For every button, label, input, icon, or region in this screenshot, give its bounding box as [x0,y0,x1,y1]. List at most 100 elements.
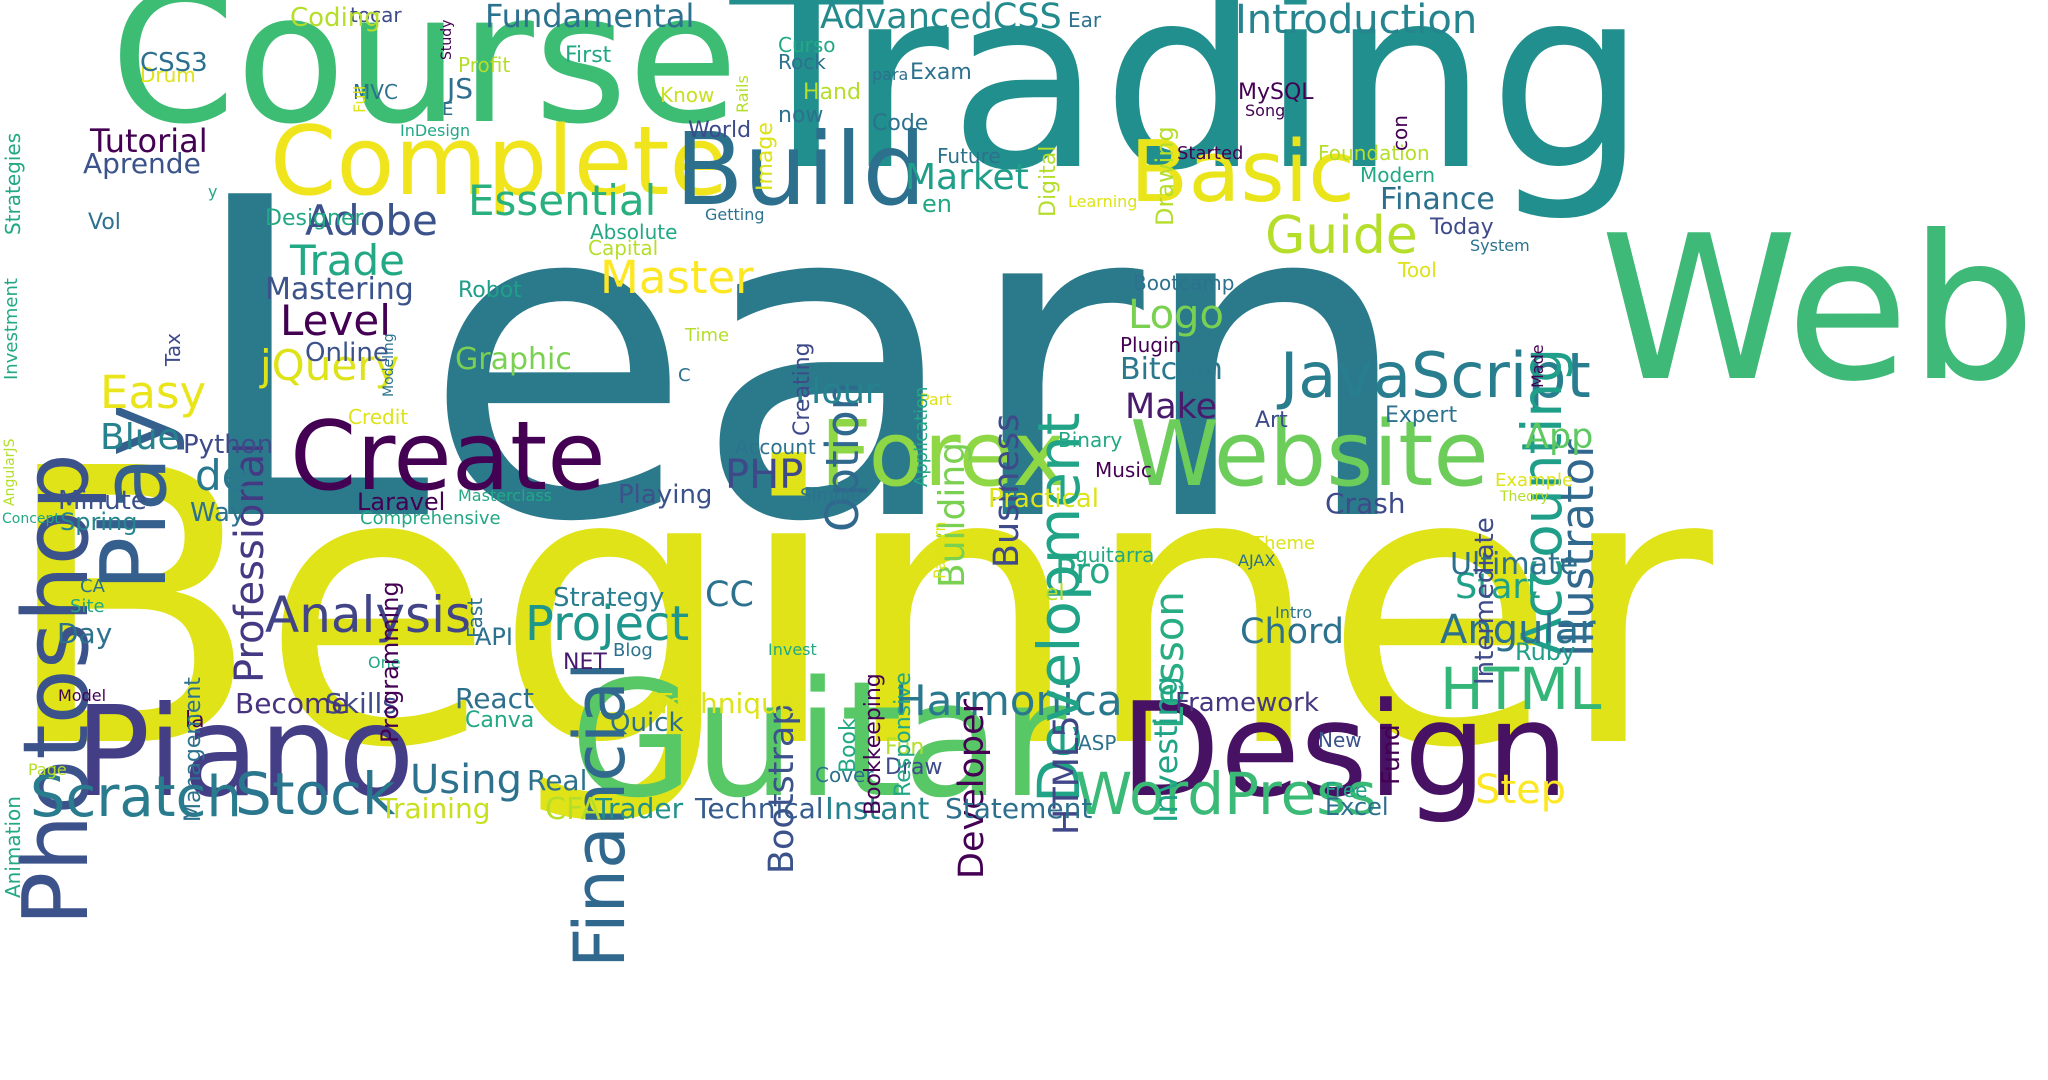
word-programming: Programming [376,581,404,744]
word-php: PHP [725,452,804,498]
word-blog: Blog [613,640,653,661]
word-cover: Cover [815,763,874,787]
word-js: JS [447,72,474,105]
word-masterclass: Masterclass [458,486,553,505]
word-technique: Technique [655,687,796,720]
word-app: App [1525,417,1594,457]
word-guide: Guide [1265,206,1418,266]
word-plugin: Plugin [1120,333,1182,357]
word-getting: Getting [705,205,765,224]
word-cc: CC [705,575,754,615]
word-complete: Complete [270,107,728,217]
word-pro: Pro [1055,552,1111,592]
word-python: Python [183,430,274,460]
word-learning: Learning [1068,192,1138,211]
word-trading: Trading [730,0,1648,225]
word-crash: Crash [1325,487,1406,520]
word-training: Training [380,792,491,825]
word-easy: Easy [100,366,207,419]
word-playing: Playing [618,480,713,510]
word-guitar: Guitar [570,646,1067,833]
word-theory: Theory [1500,489,1549,505]
word-modern: Modern [1360,163,1436,187]
word-basic: Basic [1130,123,1356,222]
word-spring: Spring [60,508,138,536]
word-strategy: Strategy [553,583,665,613]
word-responsive: Responsive [891,672,916,797]
word-application: Application [911,386,932,487]
word-asp: ASP [1078,731,1117,755]
word-blue: Blue [100,417,180,458]
word-free: Free [1325,778,1368,802]
word-market: Market [905,157,1029,198]
word-excel: Excel [1325,793,1389,821]
word-adobe: Adobe [305,196,438,245]
word-de: de [195,451,248,500]
word-forex: Forex [820,402,1066,507]
word-study: Study [439,19,455,60]
word-e: E [442,99,454,120]
word-analysis: Analysis [265,586,472,644]
word-la: la [185,708,205,733]
word-intro: Intro [1275,603,1313,622]
word-finance: Finance [1380,182,1495,217]
word-tutorial: Tutorial [90,122,208,160]
word-indesign: InDesign [400,121,471,140]
word-future: Future [937,144,1001,168]
word-web: Web [1600,193,2037,426]
word-foundation: Foundation [1318,141,1430,165]
word-music: Music [1095,458,1152,482]
word-rock: Rock [778,50,826,74]
word-en: en [922,190,952,218]
word-animation: Animation [1,796,25,898]
word-strategies: Strategies [1,132,25,235]
word-ultimate: Ultimate [1450,547,1579,582]
word-day: Day [57,617,113,650]
word-api: API [475,623,513,651]
word-course: Course [110,0,739,164]
word-coding: Coding [290,3,381,33]
word-digital: Digital [1036,146,1061,218]
word-ca: CA [80,576,105,597]
word-tool: Tool [1398,258,1437,282]
word-logo: Logo [1128,292,1224,338]
word-jquery: jQuery [260,341,400,390]
word-example: Example [1495,470,1574,491]
word-bookkeeping: Bookkeeping [861,673,886,816]
word-instant: Instant [825,792,930,827]
word-master: Master [600,251,754,304]
word-now: now [778,103,824,128]
word-para: para [872,65,909,84]
word-hour: Hour [795,372,880,412]
word-curso: Curso [778,33,836,57]
word-first: First [565,43,612,68]
word-minute: Minute [58,486,147,516]
word-framework: Framework [1175,688,1319,718]
word-world: World [688,118,752,143]
word-mvc: MVC [353,80,398,104]
word-concept: Concept [2,511,60,527]
word-rails: Rails [733,75,752,113]
word-vol: Vol [88,210,121,235]
word-system: System [1470,236,1530,255]
word-design: Design [1120,674,1569,826]
word-bootcamp: Bootcamp [1133,271,1235,295]
word-mastering: Mastering [265,272,414,307]
word-simple: Simple [800,485,862,506]
word-time: Time [685,325,730,346]
word-make: Make [1125,387,1218,427]
word-introduction: Introduction [1235,0,1478,43]
word-comprehensive: Comprehensive [360,508,501,529]
word-become: Become [235,687,349,720]
word-graphic: Graphic [455,342,572,377]
word-create: Create [290,402,606,512]
word-stock: Stock [235,760,396,828]
word-hand: Hand [803,80,861,105]
word-javascript: JavaScript [1280,339,1591,412]
word-creating: Creating [790,342,815,436]
word-harmonica: Harmonica [895,676,1123,725]
word-song: Song [1245,101,1286,120]
word-designer: Designer [265,206,364,231]
word-mysql: MySQL [1238,80,1314,105]
